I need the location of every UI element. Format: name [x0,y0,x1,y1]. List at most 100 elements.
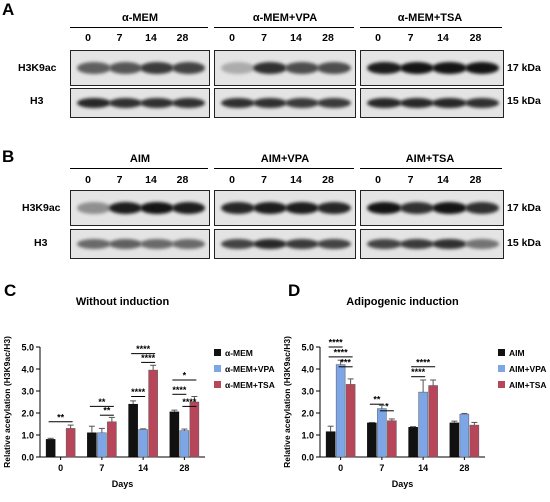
blot-a-group-label-3: α-MEM+TSA [397,12,463,24]
x-axis-label: Days [392,479,414,489]
blot-band [432,62,467,74]
chart-title: Without induction [76,296,170,308]
bar [469,424,480,458]
blot-b-row-label-h3: H3 [34,237,48,249]
bar [97,432,107,458]
lane-label: 0 [85,32,91,44]
bar [45,439,56,458]
bar [387,420,397,458]
blot-band [399,239,434,249]
y-tick-label: 5.0 [301,343,314,353]
bar [408,427,418,458]
y-tick-label: 4.0 [301,365,314,375]
significance-label: ** [57,412,65,422]
blot-band [140,239,174,249]
bar [148,369,158,458]
y-tick-label: 0.0 [301,453,314,463]
legend-label: AIM [509,348,525,358]
y-tick-label: 3.0 [301,387,314,397]
bar [377,408,387,458]
lane-label: 28 [176,32,189,44]
blot-band [77,202,111,214]
legend-swatch [498,365,505,372]
blot-band [367,239,402,249]
blot-b-kda-17: 17 kDa [507,202,541,214]
y-tick-label: 2.0 [301,409,314,419]
lane-label: 0 [229,174,235,186]
blot-band [317,98,351,108]
blot-a-group-underline-2 [214,27,354,28]
y-tick-label: 1.0 [21,431,34,441]
blot-band [253,62,287,74]
blot-band [367,98,402,108]
blot-band [317,62,351,74]
blot-band [108,239,142,249]
legend-swatch [498,381,505,388]
bar [189,401,200,458]
blot-membrane [70,229,210,259]
lane-label: 14 [145,32,157,44]
blot-band [171,202,205,214]
blot-band [432,239,467,249]
blot-band [108,98,142,108]
lane-label: 14 [437,32,449,44]
blot-band [367,202,402,214]
significance-label: **** [131,387,146,397]
x-tick-label: 14 [138,463,148,473]
bar [428,385,438,458]
blot-b-group-underline-3 [360,168,502,169]
x-tick-label: 7 [99,463,104,473]
chart-adipogenic-induction: Adipogenic induction 0.0 1.0 2.0 3.0 4.0 5.0 Re… [282,296,547,489]
significance-label: **** [411,367,426,377]
blot-band [140,202,174,214]
significance-label: * [183,371,187,381]
y-tick-label: 0.0 [21,453,34,463]
blot-a-row-label-h3: H3 [30,95,44,107]
significance-label: **** [329,338,344,348]
x-tick-label: 28 [459,463,469,473]
y-axis-label: Relative acetylation (H3K9ac/H3) [2,336,12,468]
bar [107,421,117,458]
bar [179,430,190,458]
blot-b-group-underline-2 [214,168,354,169]
blot-band [108,202,142,214]
chart-title: Adipogenic induction [346,296,459,308]
blot-membrane [360,50,504,86]
bar [169,411,180,458]
blot-band [285,62,319,74]
blot-a-group-underline-1 [70,27,208,28]
blot-band [285,98,319,108]
blot-band [77,239,111,249]
panel-letter-b: B [2,147,15,166]
bar [128,403,138,458]
blot-band [221,202,255,214]
blot-band [464,202,499,214]
x-tick-label: 7 [379,463,384,473]
blot-a-group-label-2: α-MEM+VPA [252,12,318,24]
legend-label: AIM+VPA [509,364,546,374]
x-tick-label: 14 [418,463,428,473]
blot-membrane [360,88,504,118]
bar [345,384,356,458]
blot-membrane [70,50,210,86]
blot-band [432,202,467,214]
blot-band [221,62,255,74]
y-tick-label: 3.0 [21,387,34,397]
significance-label: ** [98,397,106,407]
lane-label: 14 [290,174,302,186]
lane-label: 28 [322,174,334,186]
blot-band [432,98,467,108]
lane-label: 7 [261,174,267,186]
blot-band [285,239,319,249]
bar [367,422,377,458]
blot-membrane [214,190,356,226]
legend-swatch [214,381,221,388]
lane-label: 28 [176,174,189,186]
lane-label: 28 [469,174,482,186]
blot-a-group-underline-3 [360,27,502,28]
blot-band [367,62,402,74]
chart-without-induction: Without induction 0.0 1.0 2.0 3.0 4.0 5.0 Relat… [2,296,275,489]
blot-membrane [360,229,504,259]
significance-label: **** [172,385,187,395]
blot-a-kda-17: 17 kDa [507,62,541,74]
